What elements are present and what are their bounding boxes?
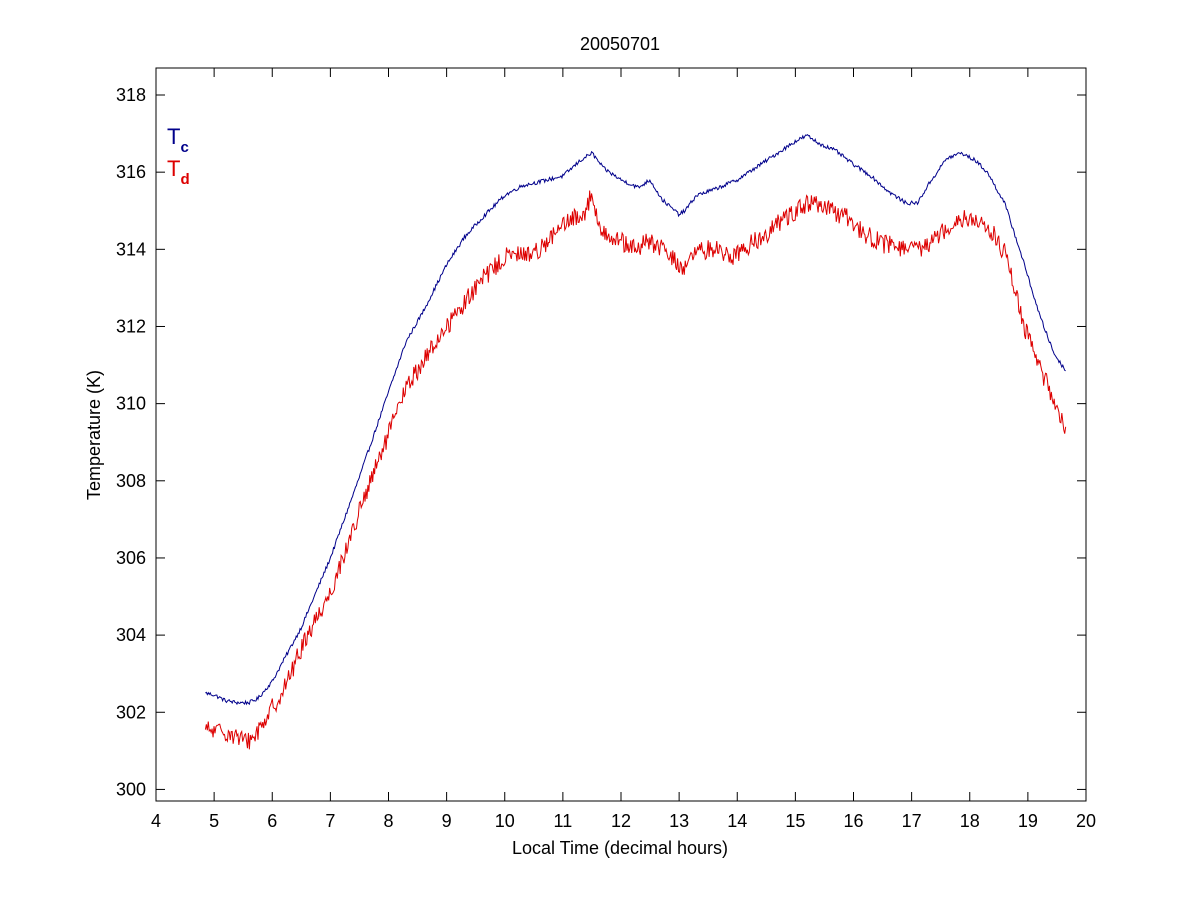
y-tick-label: 312	[116, 316, 146, 336]
chart-title: 20050701	[580, 34, 660, 54]
ticks-layer: 4 5 6 7 8 9 10 11 12 13 14 15 16 17 18 19 20 300 302 304 306…	[116, 68, 1096, 831]
y-tick-label: 316	[116, 162, 146, 182]
y-axis-title: Temperature (K)	[84, 370, 104, 500]
y-tick-label: 300	[116, 779, 146, 799]
x-tick-label: 14	[727, 811, 747, 831]
series-layer	[204, 133, 1067, 750]
x-tick-label: 20	[1076, 811, 1096, 831]
x-tick-label: 6	[267, 811, 277, 831]
legend-entry-subscript: d	[180, 171, 189, 188]
y-tick-label: 310	[116, 394, 146, 414]
y-tick-label: 306	[116, 548, 146, 568]
x-tick-label: 13	[669, 811, 689, 831]
x-tick-label: 19	[1018, 811, 1038, 831]
y-tick-label: 304	[116, 625, 146, 645]
y-tick-label: 308	[116, 471, 146, 491]
x-tick-label: 16	[843, 811, 863, 831]
series-line-0	[205, 133, 1066, 706]
legend-entry-subscript: c	[180, 139, 188, 156]
x-axis-title: Local Time (decimal hours)	[512, 838, 728, 858]
x-tick-label: 5	[209, 811, 219, 831]
x-tick-label: 9	[442, 811, 452, 831]
legend-entry-0: Tc	[167, 124, 189, 156]
plot-area	[156, 68, 1086, 801]
x-tick-label: 15	[785, 811, 805, 831]
y-tick-label: 302	[116, 702, 146, 722]
x-tick-label: 7	[325, 811, 335, 831]
y-tick-label: 314	[116, 239, 146, 259]
legend-entry-name: T	[167, 124, 180, 149]
x-tick-label: 17	[902, 811, 922, 831]
legend-entry-name: T	[167, 156, 180, 181]
x-tick-label: 4	[151, 811, 161, 831]
x-tick-label: 11	[554, 811, 573, 831]
x-tick-label: 12	[611, 811, 631, 831]
series-line-1	[204, 190, 1067, 750]
y-tick-label: 318	[116, 85, 146, 105]
legend-entry-1: Td	[167, 156, 190, 188]
x-tick-label: 18	[960, 811, 980, 831]
x-tick-label: 8	[383, 811, 393, 831]
x-tick-label: 10	[495, 811, 515, 831]
